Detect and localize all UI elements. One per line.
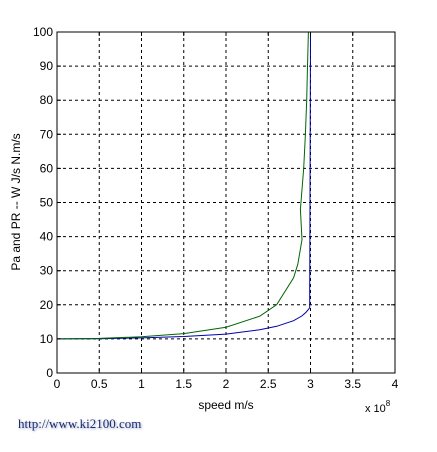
x-tick-label: 4 xyxy=(392,377,399,391)
x-tick-label: 1 xyxy=(138,377,145,391)
series-line-1 xyxy=(56,31,311,340)
y-tick-label: 50 xyxy=(40,196,54,210)
y-tick-label: 100 xyxy=(33,25,53,39)
y-tick-label: 80 xyxy=(40,93,54,107)
y-tick-label: 60 xyxy=(40,161,54,175)
y-tick-label: 40 xyxy=(40,230,54,244)
y-tick-label: 30 xyxy=(40,264,54,278)
x-tick-label: 1.5 xyxy=(175,377,192,391)
watermark-text: http://www.ki2100.com xyxy=(18,416,142,431)
y-tick-label: 10 xyxy=(40,332,54,346)
series-group xyxy=(56,31,311,340)
series-line-2 xyxy=(56,31,309,340)
y-tick-label: 70 xyxy=(40,127,54,141)
x-exponent-power: 8 xyxy=(386,399,391,408)
x-tick-label: 2 xyxy=(223,377,230,391)
ticks xyxy=(56,31,396,374)
y-axis-label: Pa and PR -- W J/s N.m/s xyxy=(9,133,23,270)
y-tick-labels: 0 10 20 30 40 50 60 70 80 90 100 xyxy=(33,25,53,380)
x-exponent-label: x 108 xyxy=(365,399,391,415)
x-tick-label: 0 xyxy=(54,377,61,391)
x-tick-labels: 0 0.5 1 1.5 2 2.5 3 3.5 4 xyxy=(54,377,399,391)
x-axis-label: speed m/s xyxy=(198,398,253,412)
y-tick-label: 90 xyxy=(40,59,54,73)
x-tick-label: 3.5 xyxy=(344,377,361,391)
x-tick-label: 2.5 xyxy=(260,377,277,391)
y-tick-label: 20 xyxy=(40,298,54,312)
x-tick-label: 0.5 xyxy=(91,377,108,391)
x-tick-label: 3 xyxy=(307,377,314,391)
y-tick-label: 0 xyxy=(46,366,53,380)
